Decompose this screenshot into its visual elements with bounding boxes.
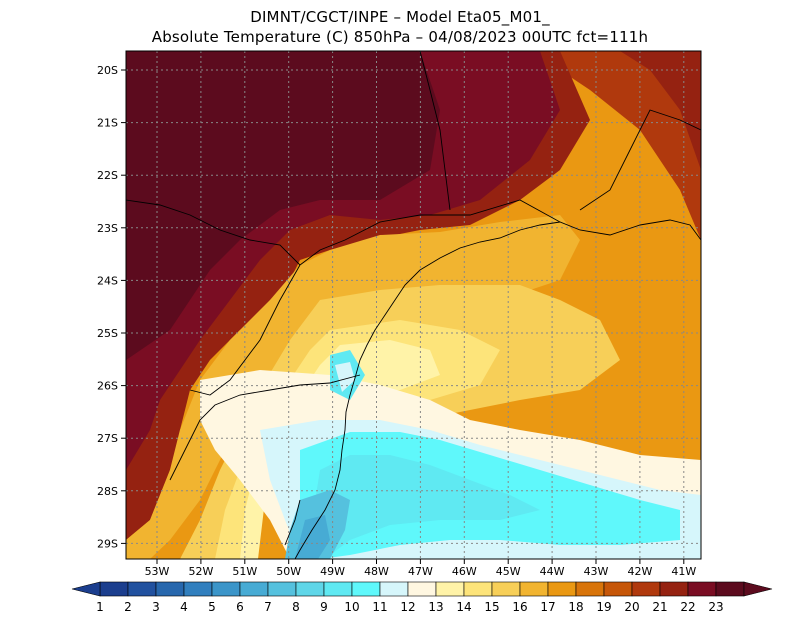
field-darkbrown xyxy=(620,51,701,170)
colorbar-arrow-right xyxy=(743,581,773,597)
colorbar-swatch xyxy=(295,581,325,597)
colorbar-swatch xyxy=(631,581,661,597)
colorbar-swatch xyxy=(351,581,381,597)
lon-label: 42W xyxy=(627,565,652,578)
field-lightyellow xyxy=(215,320,500,559)
colorbar-swatch xyxy=(659,581,689,597)
lon-label: 43W xyxy=(584,565,609,578)
plot-frame xyxy=(125,50,702,560)
colorbar-swatch xyxy=(463,581,493,597)
lat-label: 25S xyxy=(97,327,118,340)
colorbar-swatch xyxy=(323,581,353,597)
lon-label: 45W xyxy=(496,565,521,578)
colorbar-label: 22 xyxy=(680,600,695,614)
colorbar-label: 4 xyxy=(180,600,188,614)
longitude-labels: 53W 52W 51W 50W 49W 48W 47W 46W 45W 44W 43W 42W 41W xyxy=(145,559,696,578)
colorbar-swatch xyxy=(127,581,157,597)
latitude-labels: 20S 21S 22S 23S 24S 25S 26S 27S 28S 29S xyxy=(97,64,126,550)
colorbar-swatch xyxy=(155,581,185,597)
colorbar-labels: 1 2 3 4 5 6 7 8 9 10 11 12 13 14 15 16 17 18 19 20 21 22 23 xyxy=(96,600,723,614)
colorbar-label: 9 xyxy=(320,600,328,614)
colorbar-label: 1 xyxy=(96,600,104,614)
colorbar-swatch xyxy=(687,581,717,597)
colorbar-swatch xyxy=(435,581,465,597)
lat-label: 24S xyxy=(97,274,118,287)
chart-title-line-2: Absolute Temperature (C) 850hPa – 04/08/… xyxy=(151,28,649,46)
colorbar-swatch xyxy=(379,581,409,597)
lon-label: 50W xyxy=(276,565,301,578)
colorbar-swatch xyxy=(267,581,297,597)
colorbar-swatch xyxy=(603,581,633,597)
colorbar-swatch xyxy=(239,581,269,597)
colorbar-swatch xyxy=(211,581,241,597)
state-border-4 xyxy=(579,109,701,211)
field-brown xyxy=(560,51,701,240)
colorbar-label: 18 xyxy=(568,600,583,614)
colorbar-swatch xyxy=(575,581,605,597)
lat-lon-grid xyxy=(126,51,701,559)
state-border-5 xyxy=(126,199,301,266)
lat-label: 22S xyxy=(97,169,118,182)
colorbar-label: 10 xyxy=(344,600,359,614)
colorbar-label: 12 xyxy=(400,600,415,614)
colorbar-label: 21 xyxy=(652,600,667,614)
lon-label: 48W xyxy=(364,565,389,578)
colorbar-label: 15 xyxy=(484,600,499,614)
state-border-6 xyxy=(419,51,451,211)
lat-label: 23S xyxy=(97,222,118,235)
colorbar-label: 3 xyxy=(152,600,160,614)
lon-label: 47W xyxy=(408,565,433,578)
colorbar-label: 17 xyxy=(540,600,555,614)
colorbar-arrow-left xyxy=(71,581,101,597)
colorbar xyxy=(71,581,773,597)
lon-label: 51W xyxy=(232,565,257,578)
colorbar-label: 19 xyxy=(596,600,611,614)
field-darkmaroon xyxy=(126,51,440,360)
lon-label: 49W xyxy=(320,565,345,578)
state-border-7 xyxy=(284,499,301,546)
colorbar-swatch xyxy=(99,581,129,597)
chart-title-line-1: DIMNT/CGCT/INPE – Model Eta05_M01_ xyxy=(250,8,550,26)
field-coastal-pale xyxy=(335,362,355,392)
field-steel xyxy=(295,515,330,559)
state-border-1 xyxy=(299,199,561,266)
colorbar-swatch xyxy=(407,581,437,597)
colorbar-label: 8 xyxy=(292,600,300,614)
lat-label: 28S xyxy=(97,485,118,498)
lat-label: 20S xyxy=(97,64,118,77)
colorbar-label: 11 xyxy=(372,600,387,614)
lon-label: 52W xyxy=(188,565,213,578)
colorbar-swatch xyxy=(519,581,549,597)
lon-label: 41W xyxy=(671,565,696,578)
colorbar-label: 7 xyxy=(264,600,272,614)
lon-label: 53W xyxy=(145,565,170,578)
colorbar-label: 16 xyxy=(512,600,527,614)
colorbar-swatch xyxy=(547,581,577,597)
colorbar-label: 14 xyxy=(456,600,471,614)
lat-label: 27S xyxy=(97,432,118,445)
temperature-field xyxy=(126,51,701,559)
lon-label: 46W xyxy=(452,565,477,578)
lat-label: 29S xyxy=(97,537,118,550)
state-border-3 xyxy=(169,374,361,481)
colorbar-swatch xyxy=(491,581,521,597)
colorbar-label: 13 xyxy=(428,600,443,614)
colorbar-label: 2 xyxy=(124,600,132,614)
colorbar-swatch xyxy=(183,581,213,597)
field-cyan-2 xyxy=(310,455,540,559)
lon-label: 44W xyxy=(540,565,565,578)
coastline xyxy=(294,219,701,559)
lat-label: 26S xyxy=(97,380,118,393)
coastline-borders xyxy=(126,51,701,559)
lat-label: 21S xyxy=(97,117,118,130)
colorbar-label: 5 xyxy=(208,600,216,614)
colorbar-label: 6 xyxy=(236,600,244,614)
colorbar-label: 20 xyxy=(624,600,639,614)
colorbar-swatch xyxy=(715,581,745,597)
state-border-2 xyxy=(189,264,301,396)
colorbar-label: 23 xyxy=(708,600,723,614)
